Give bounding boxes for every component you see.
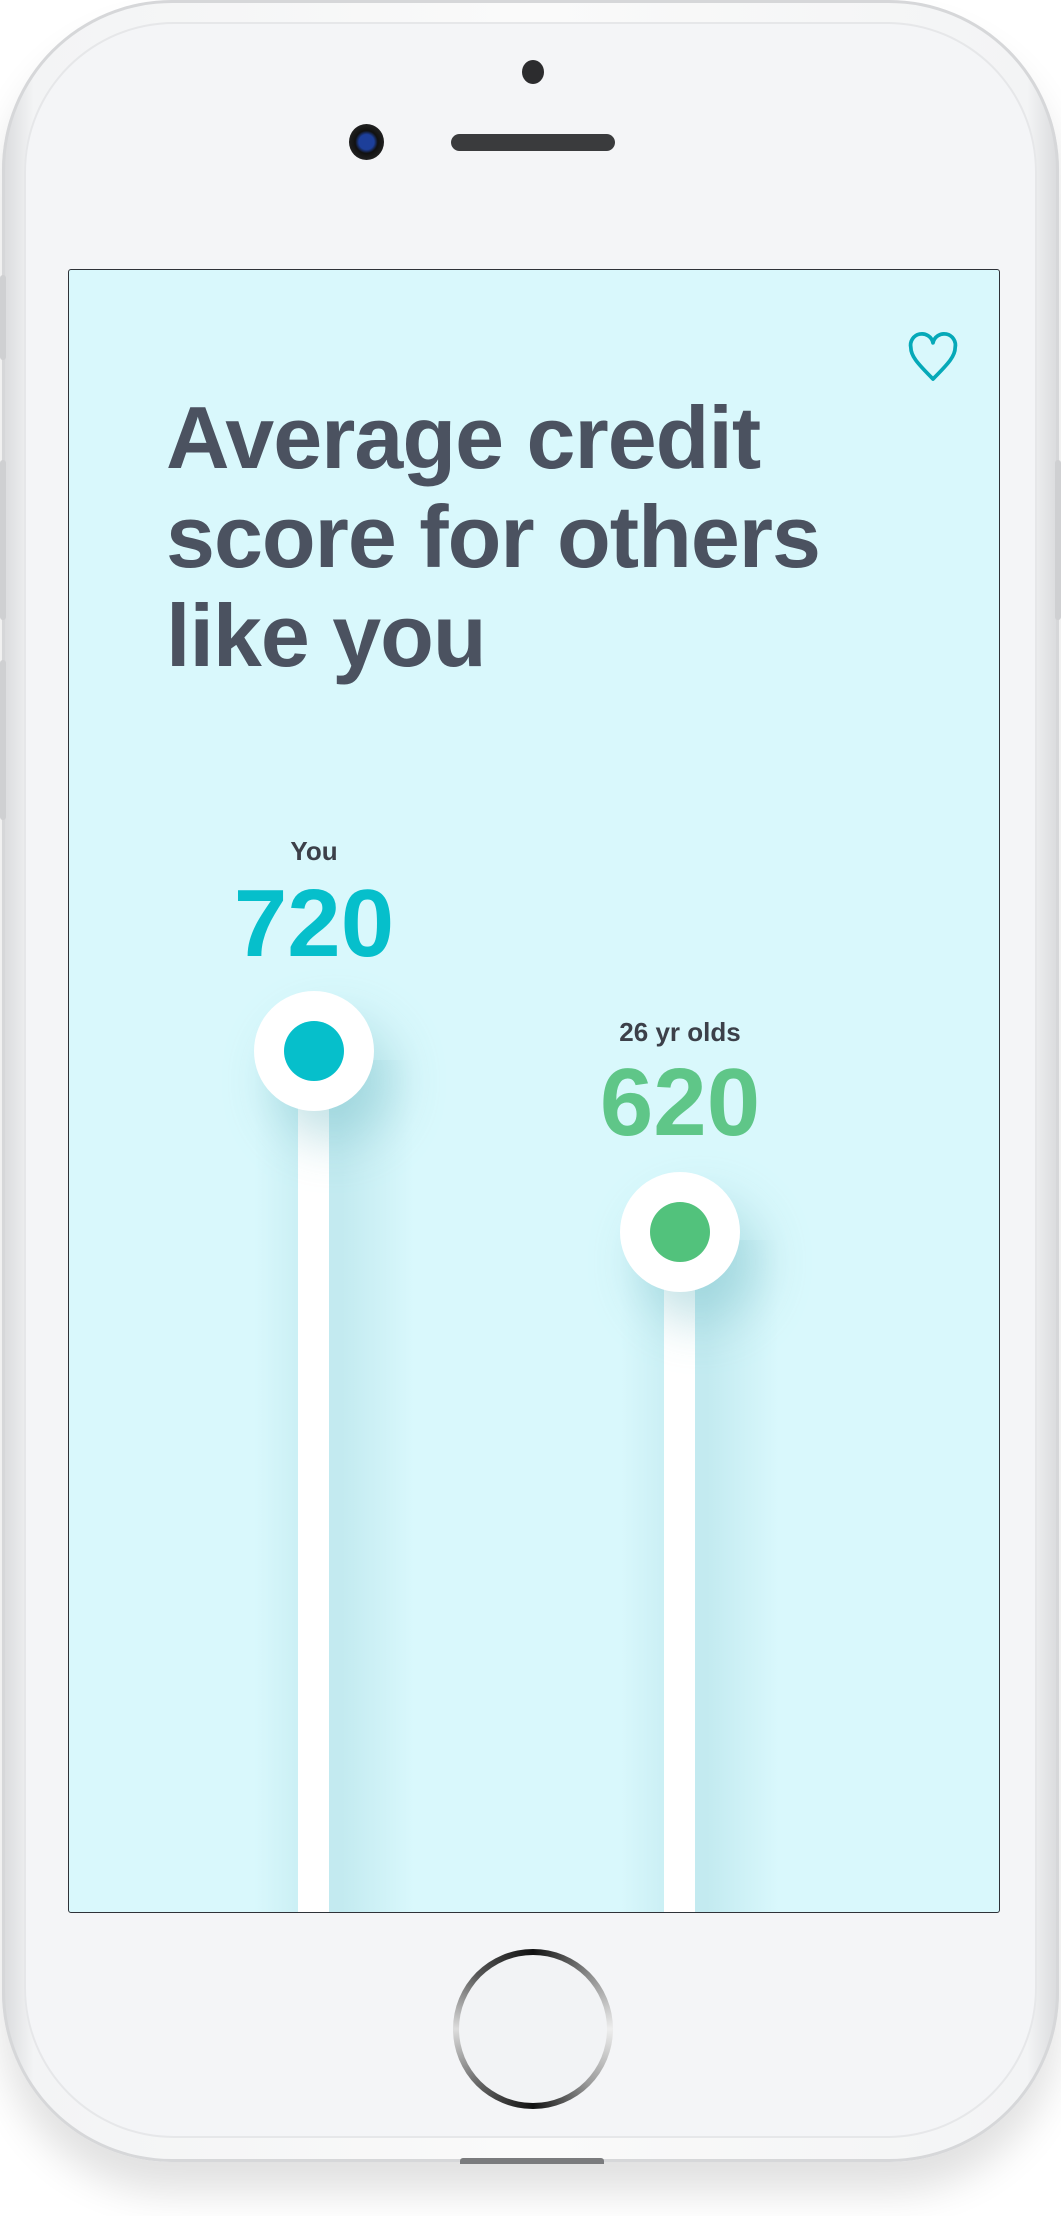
mute-switch [0,275,6,360]
peer-score-bar [664,1240,695,1912]
app-screen: Average credit score for others like you… [68,269,1000,1913]
peer-bar-shadow [619,1240,779,1912]
phone-frame: Average credit score for others like you… [0,0,1061,2164]
peer-score: 620 [599,1049,761,1156]
heart-outline-icon[interactable] [905,330,961,386]
you-score-marker [254,991,374,1111]
you-label: You [290,836,338,866]
you-score: 720 [233,870,395,977]
you-bar-shadow [254,1060,414,1912]
peer-score-marker [620,1172,740,1292]
peer-marker-dot [650,1202,710,1262]
lightning-port [460,2158,604,2164]
front-camera-icon [349,124,384,160]
volume-up-button [0,460,6,620]
proximity-sensor [522,60,544,84]
you-marker-dot [284,1021,344,1081]
volume-down-button [0,660,6,820]
you-score-bar [298,1060,329,1912]
earpiece-speaker [451,134,615,151]
home-button[interactable] [453,1949,613,2109]
page-title: Average credit score for others like you [166,388,821,685]
power-button [1055,460,1061,620]
peer-label: 26 yr olds [619,1017,741,1047]
